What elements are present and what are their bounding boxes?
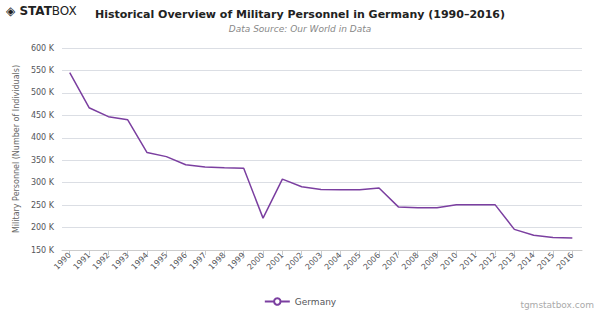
svg-text:2002: 2002 xyxy=(284,251,305,272)
svg-text:1994: 1994 xyxy=(129,251,150,272)
svg-text:Germany: Germany xyxy=(295,297,337,307)
svg-text:2000: 2000 xyxy=(245,251,266,272)
svg-text:200 K: 200 K xyxy=(31,223,55,232)
svg-text:BOX: BOX xyxy=(52,4,77,18)
svg-text:1999: 1999 xyxy=(226,251,247,272)
svg-text:500 K: 500 K xyxy=(31,88,55,97)
svg-text:◈ STAT: ◈ STAT xyxy=(6,4,53,18)
svg-text:2012: 2012 xyxy=(477,251,498,272)
svg-text:2013: 2013 xyxy=(497,251,518,272)
svg-text:400 K: 400 K xyxy=(31,133,55,142)
svg-text:150 K: 150 K xyxy=(31,246,55,255)
svg-text:Military Personnel (Number of: Military Personnel (Number of Individual… xyxy=(12,65,21,233)
svg-text:450 K: 450 K xyxy=(31,111,55,120)
svg-text:600 K: 600 K xyxy=(31,44,55,53)
svg-text:1996: 1996 xyxy=(168,251,189,272)
svg-text:1998: 1998 xyxy=(207,251,228,272)
svg-text:1991: 1991 xyxy=(72,251,93,272)
svg-text:2009: 2009 xyxy=(419,251,440,272)
svg-text:1992: 1992 xyxy=(91,251,112,272)
svg-text:2007: 2007 xyxy=(381,251,402,272)
svg-text:2015: 2015 xyxy=(535,251,556,272)
svg-text:1997: 1997 xyxy=(187,251,208,272)
svg-text:2016: 2016 xyxy=(555,251,576,272)
svg-text:1995: 1995 xyxy=(149,251,170,272)
svg-text:2006: 2006 xyxy=(361,251,382,272)
svg-text:2008: 2008 xyxy=(400,251,421,272)
svg-text:1993: 1993 xyxy=(110,251,131,272)
svg-text:550 K: 550 K xyxy=(31,66,55,75)
svg-text:250 K: 250 K xyxy=(31,201,55,210)
svg-text:2003: 2003 xyxy=(303,251,324,272)
svg-text:2010: 2010 xyxy=(439,251,460,272)
svg-text:2014: 2014 xyxy=(516,251,537,272)
svg-text:1990: 1990 xyxy=(52,251,73,272)
svg-text:2005: 2005 xyxy=(342,251,363,272)
svg-text:300 K: 300 K xyxy=(31,178,55,187)
svg-text:2011: 2011 xyxy=(458,251,479,272)
svg-text:tgmstatbox.com: tgmstatbox.com xyxy=(520,300,594,310)
svg-text:Historical Overview of Militar: Historical Overview of Military Personne… xyxy=(95,8,505,21)
svg-text:Data Source: Our World in Data: Data Source: Our World in Data xyxy=(229,24,371,34)
svg-text:350 K: 350 K xyxy=(31,156,55,165)
svg-text:2001: 2001 xyxy=(265,251,286,272)
svg-text:2004: 2004 xyxy=(323,251,344,272)
